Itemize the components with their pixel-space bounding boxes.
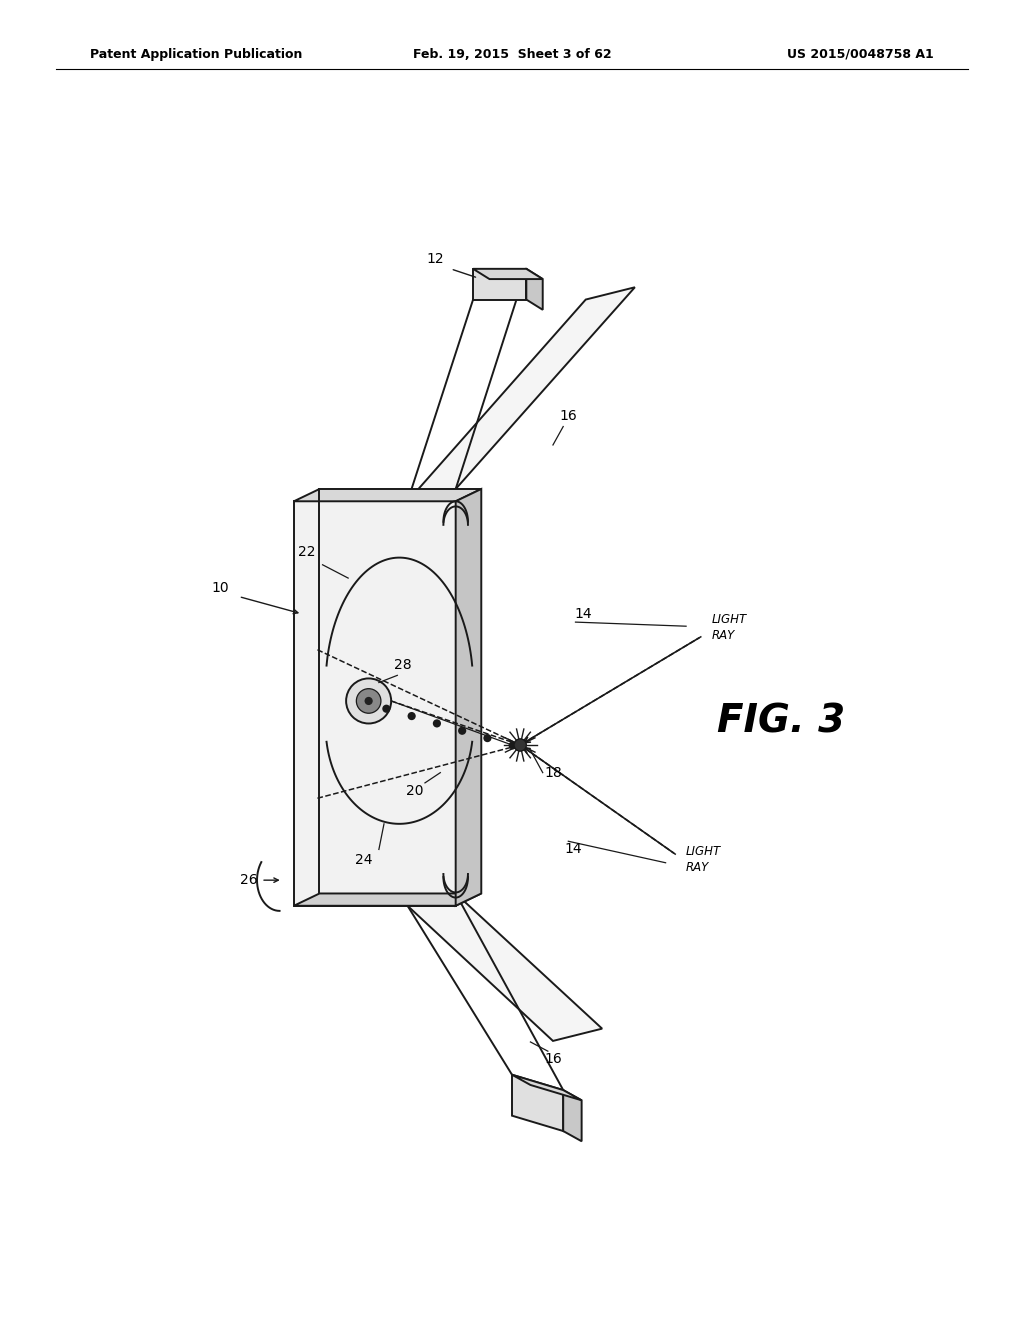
Text: US 2015/0048758 A1: US 2015/0048758 A1 — [787, 48, 934, 61]
Polygon shape — [512, 1074, 582, 1101]
Polygon shape — [473, 269, 543, 279]
Polygon shape — [456, 488, 481, 906]
Text: Feb. 19, 2015  Sheet 3 of 62: Feb. 19, 2015 Sheet 3 of 62 — [413, 48, 611, 61]
Polygon shape — [294, 894, 481, 906]
Circle shape — [514, 739, 526, 751]
Polygon shape — [563, 1090, 582, 1142]
Text: 24: 24 — [354, 853, 373, 867]
Circle shape — [346, 678, 391, 723]
Polygon shape — [294, 488, 481, 502]
Text: Patent Application Publication: Patent Application Publication — [90, 48, 302, 61]
Polygon shape — [294, 502, 456, 906]
Polygon shape — [408, 894, 602, 1041]
Polygon shape — [526, 269, 543, 310]
Text: 22: 22 — [298, 545, 316, 560]
Circle shape — [382, 705, 390, 713]
Circle shape — [483, 734, 492, 742]
Text: 26: 26 — [240, 873, 258, 887]
Text: 20: 20 — [406, 784, 424, 799]
Text: 16: 16 — [544, 1052, 562, 1067]
Circle shape — [509, 742, 517, 750]
Circle shape — [365, 697, 373, 705]
Text: 14: 14 — [574, 607, 593, 620]
Text: LIGHT
RAY: LIGHT RAY — [712, 612, 746, 642]
Circle shape — [356, 689, 381, 713]
Text: 18: 18 — [544, 766, 562, 780]
Text: LIGHT
RAY: LIGHT RAY — [686, 845, 721, 874]
Polygon shape — [408, 288, 635, 502]
Text: 14: 14 — [564, 842, 583, 857]
Polygon shape — [512, 1074, 563, 1131]
Circle shape — [458, 726, 466, 735]
Text: 12: 12 — [426, 252, 444, 265]
Circle shape — [433, 719, 441, 727]
Text: FIG. 3: FIG. 3 — [717, 702, 845, 741]
Text: 28: 28 — [393, 659, 412, 672]
Text: 10: 10 — [211, 581, 229, 595]
Circle shape — [408, 711, 416, 721]
Polygon shape — [473, 269, 526, 300]
Text: 16: 16 — [559, 409, 578, 424]
